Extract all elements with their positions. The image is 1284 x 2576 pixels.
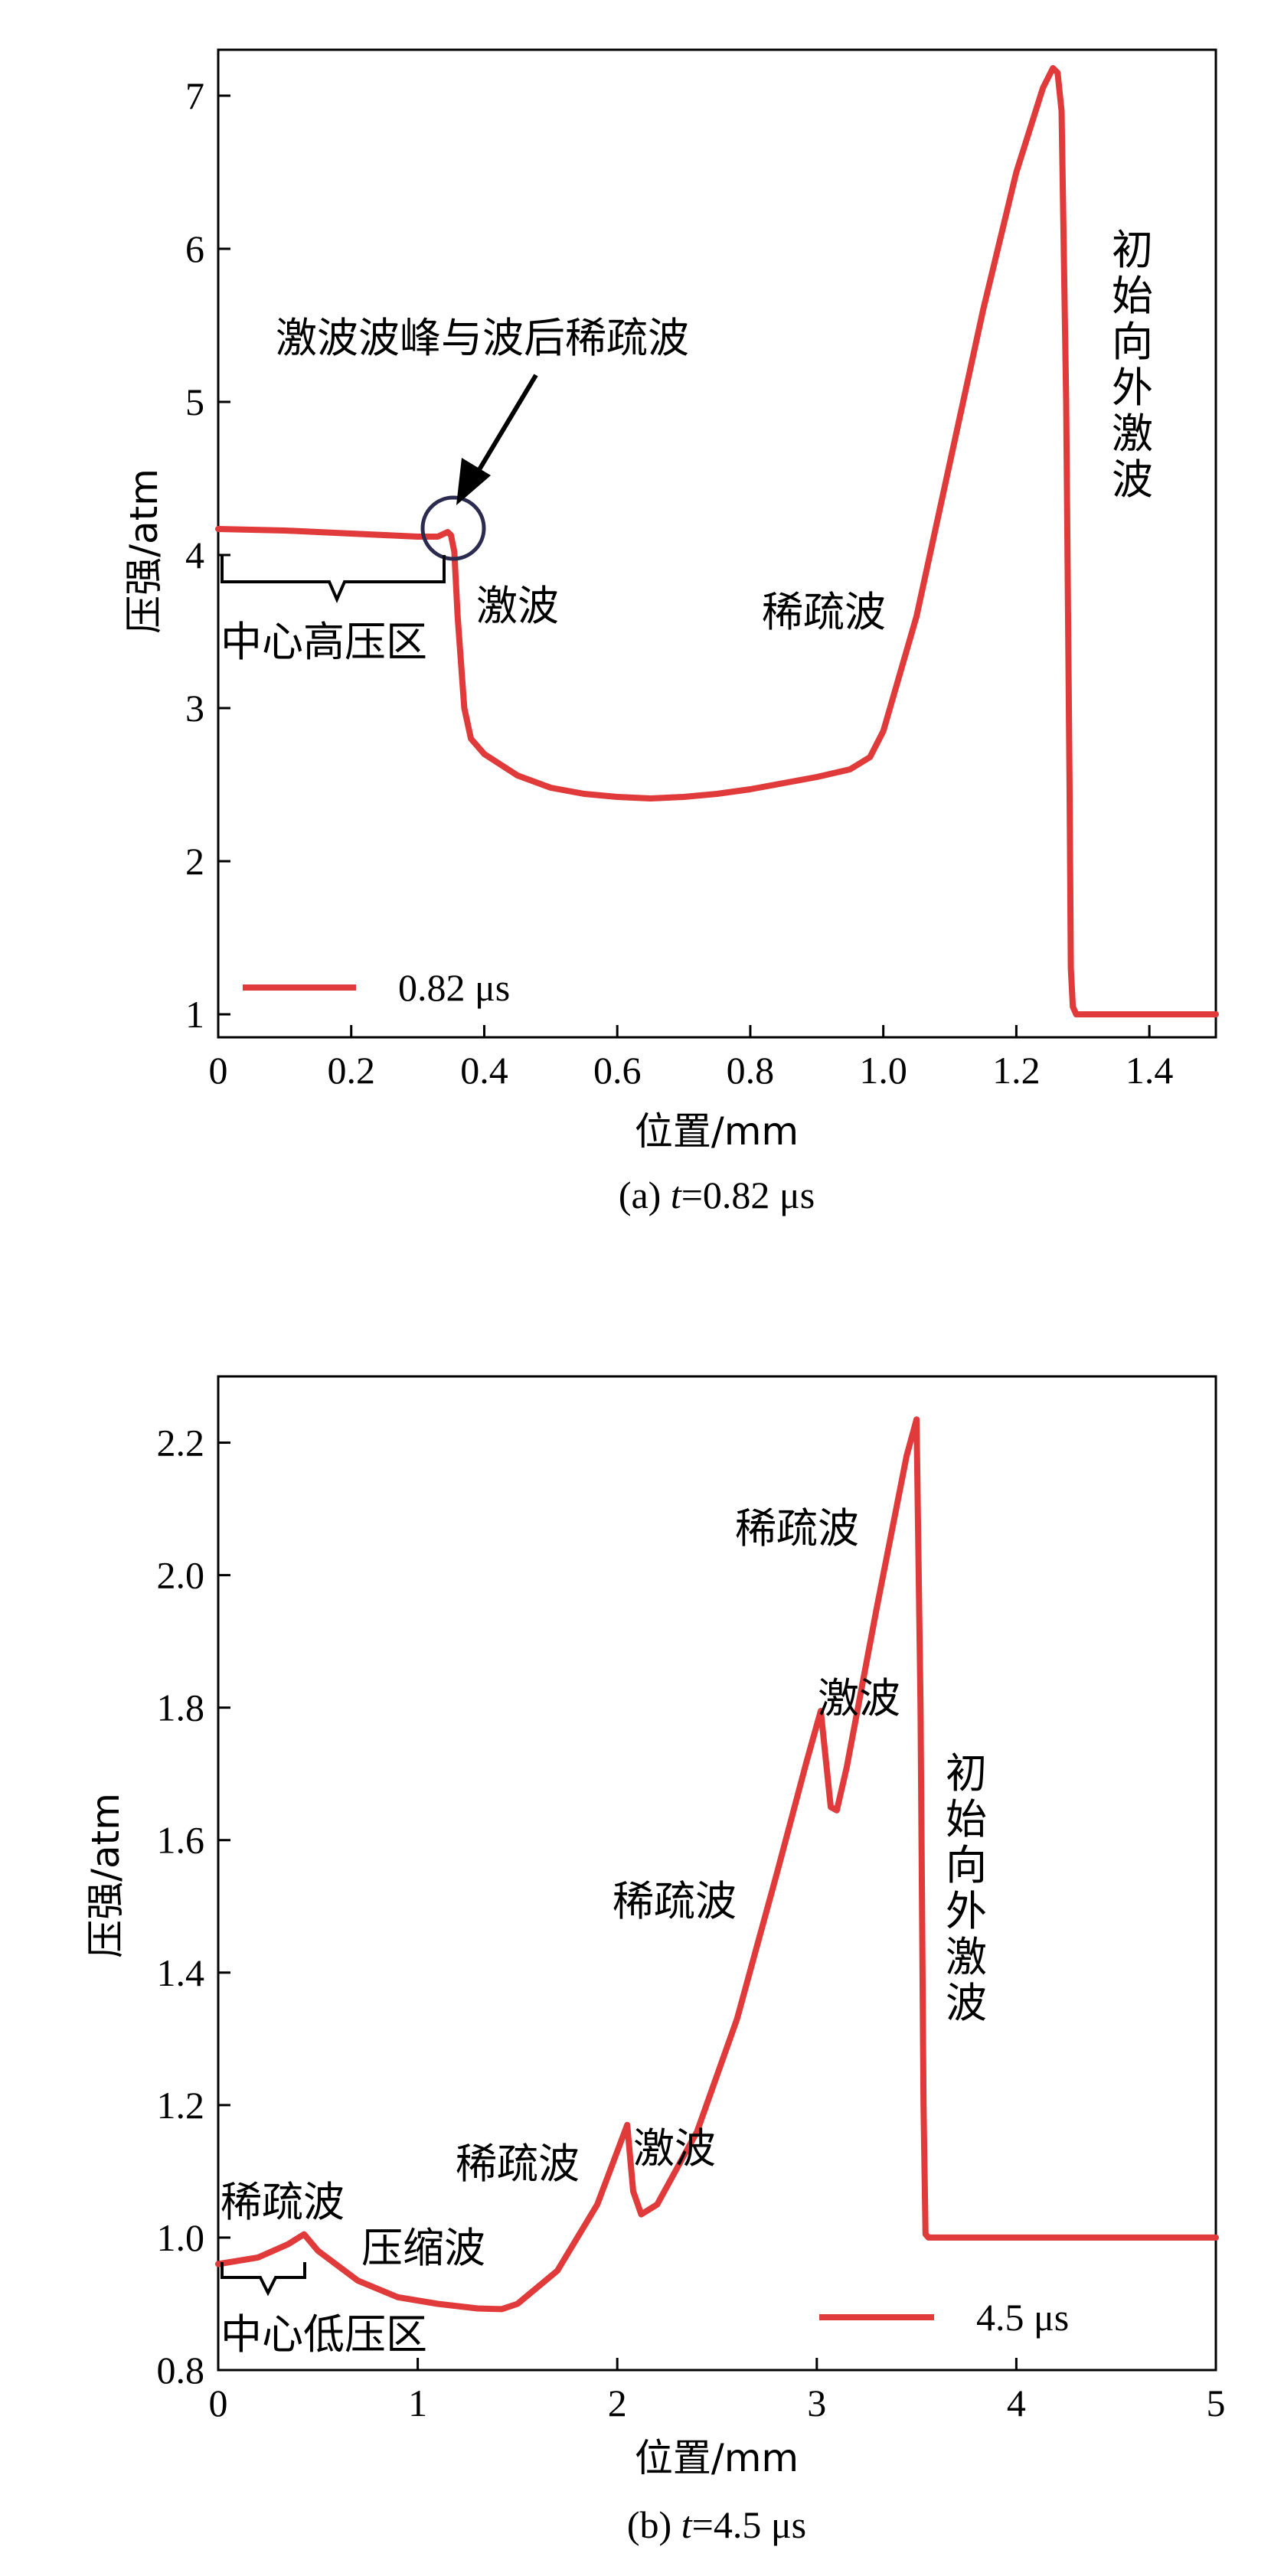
peak-arrow-line <box>474 374 538 476</box>
annotation-peak: 激波波峰与波后稀疏波 <box>276 314 689 362</box>
x-tick-label: 0.8 <box>727 1049 775 1092</box>
initial-shock-char: 初 <box>946 1749 987 1797</box>
annotation-compression: 压缩波 <box>361 2224 485 2272</box>
x-tick-label: 0 <box>209 1049 228 1092</box>
curve-layer-a <box>215 65 1219 1017</box>
x-axis-title-b: 位置/mm <box>635 2436 799 2480</box>
caption-a: (a) t=0.82 μs <box>619 1174 815 1216</box>
x-tick-label: 1 <box>408 2382 427 2424</box>
annotation-rarefaction-a: 稀疏波 <box>762 588 886 636</box>
y-tick-label: 2.2 <box>157 1422 205 1464</box>
x-tick-label: 0.6 <box>593 1049 642 1092</box>
initial-shock-char: 波 <box>1112 455 1153 504</box>
caption-a-var: t <box>671 1174 682 1216</box>
legend-b: 4.5 μs <box>819 2296 1069 2339</box>
curve-layer-b <box>215 1416 1219 2313</box>
plot-frame-a <box>217 48 1217 1039</box>
y-tick-label: 4 <box>185 534 204 576</box>
legend-label-a: 0.82 μs <box>398 966 510 1009</box>
caption-a-rest: =0.82 μs <box>681 1174 815 1216</box>
caption-b-var: t <box>681 2503 693 2546</box>
initial-shock-char: 向 <box>1112 318 1153 366</box>
x-tick-label: 5 <box>1207 2382 1226 2424</box>
y-tick-label: 1.4 <box>157 1951 205 1994</box>
initial-shock-char: 初 <box>1112 226 1153 274</box>
y-tick-label: 1 <box>185 993 204 1036</box>
x-tick-label: 2 <box>608 2382 627 2424</box>
initial-shock-char: 向 <box>946 1841 987 1889</box>
x-tick-label: 1.0 <box>859 1049 907 1092</box>
x-tick-label: 4 <box>1007 2382 1026 2424</box>
peak-marker-circle <box>420 495 486 561</box>
y-ticks-b: 0.8 1.0 1.2 1.4 1.6 1.8 2.0 2.2 <box>157 1422 230 2392</box>
series-line <box>215 1416 1219 2313</box>
annotation-shock-low: 激波 <box>633 2124 716 2173</box>
x-tick-label: 0 <box>209 2382 228 2424</box>
y-tick-label: 3 <box>185 687 204 730</box>
x-tick-label: 3 <box>807 2382 826 2424</box>
x-ticks-b: 0 1 2 3 4 5 <box>209 2358 1226 2424</box>
peak-arrow-head <box>456 458 491 505</box>
x-axis-title-a: 位置/mm <box>635 1109 799 1154</box>
legend-a: 0.82 μs <box>243 966 510 1009</box>
panel-b: 0 1 2 3 4 5 0.8 1.0 1.2 1.4 1.6 1.8 2.0 2.2 稀疏波 激波 稀… <box>83 1375 1226 2546</box>
caption-b: (b) t=4.5 μs <box>627 2503 806 2546</box>
initial-shock-char: 始 <box>1112 272 1153 320</box>
series-line <box>215 65 1219 1017</box>
y-axis-title-b: 压强/atm <box>83 1793 128 1958</box>
y-ticks-a: 1 2 3 4 5 6 7 <box>185 74 230 1036</box>
y-tick-label: 2 <box>185 840 204 883</box>
x-tick-label: 0.4 <box>460 1049 508 1092</box>
x-tick-label: 1.2 <box>992 1049 1041 1092</box>
y-tick-label: 1.0 <box>157 2216 205 2259</box>
initial-shock-char: 始 <box>946 1795 987 1843</box>
x-tick-label: 0.2 <box>327 1049 375 1092</box>
y-tick-label: 7 <box>185 74 204 117</box>
x-tick-label: 1.4 <box>1126 1049 1174 1092</box>
annotation-initial-shock-b: 初 始 向 外 激 波 <box>946 1749 987 2027</box>
y-tick-label: 5 <box>185 380 204 423</box>
initial-shock-char: 外 <box>946 1887 987 1935</box>
caption-b-rest: =4.5 μs <box>692 2503 806 2546</box>
caption-b-prefix: (b) <box>627 2503 681 2546</box>
center-bracket-a <box>221 555 446 604</box>
annotation-center-high: 中心高压区 <box>221 618 427 666</box>
initial-shock-char: 外 <box>1112 364 1153 412</box>
y-tick-label: 2.0 <box>157 1554 205 1597</box>
initial-shock-char: 激 <box>1112 410 1153 458</box>
panel-a: 0 0.2 0.4 0.6 0.8 1.0 1.2 1.4 1 2 3 4 5 6 7 激波波峰与波后稀疏… <box>122 48 1219 1216</box>
legend-label-b: 4.5 μs <box>976 2296 1069 2339</box>
center-bracket-b <box>221 2262 306 2297</box>
annotation-rarefaction-left: 稀疏波 <box>221 2178 345 2226</box>
annotation-rarefaction-mid: 稀疏波 <box>613 1877 737 1925</box>
x-ticks-a: 0 0.2 0.4 0.6 0.8 1.0 1.2 1.4 <box>209 1025 1174 1092</box>
y-tick-label: 1.6 <box>157 1819 205 1862</box>
annotation-shock-top: 激波 <box>818 1674 900 1722</box>
initial-shock-char: 激 <box>946 1933 987 1981</box>
y-tick-label: 0.8 <box>157 2349 205 2392</box>
annotation-initial-shock-a: 初 始 向 外 激 波 <box>1112 226 1153 504</box>
annotation-rarefaction-top: 稀疏波 <box>735 1504 859 1552</box>
caption-a-prefix: (a) <box>619 1174 671 1216</box>
y-axis-title-a: 压强/atm <box>122 469 166 634</box>
y-tick-label: 1.8 <box>157 1686 205 1729</box>
plot-frame-b <box>217 1375 1217 2372</box>
annotation-shock-a: 激波 <box>476 582 559 630</box>
initial-shock-char: 波 <box>946 1979 987 2027</box>
annotation-center-low: 中心低压区 <box>221 2310 427 2359</box>
y-tick-label: 6 <box>185 227 204 270</box>
annotation-rarefaction-low: 稀疏波 <box>456 2140 580 2188</box>
y-tick-label: 1.2 <box>157 2084 205 2127</box>
